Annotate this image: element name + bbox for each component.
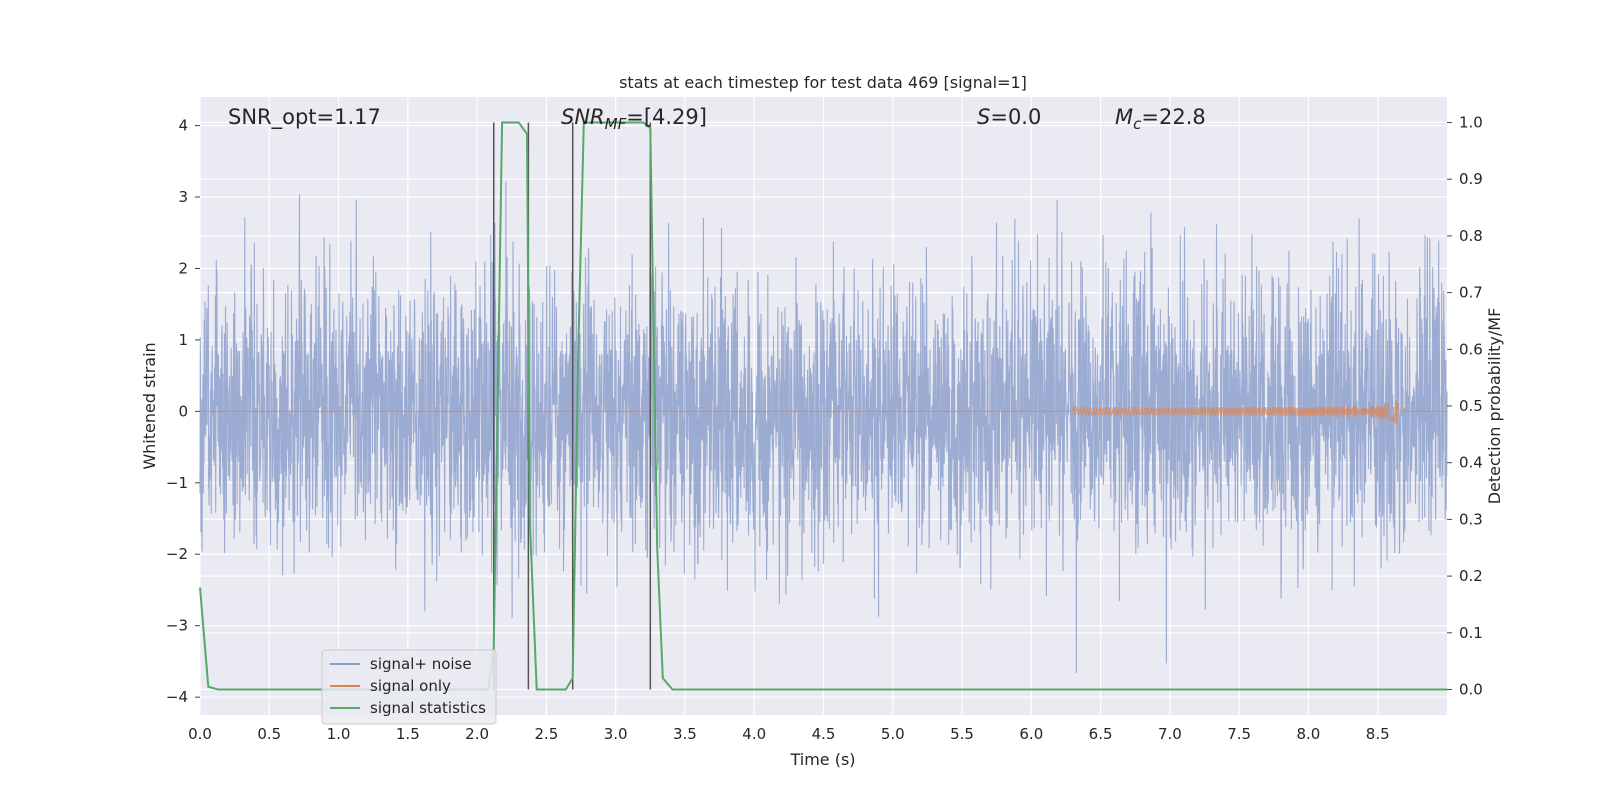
annotation-snr-mf-value: =[4.29] bbox=[626, 105, 707, 129]
x-tick-label-10: 5.0 bbox=[881, 725, 905, 743]
y-right-tick-label-9: 0.1 bbox=[1459, 624, 1483, 642]
annotation-s-label: S bbox=[977, 105, 990, 129]
annotation-mc-value: =22.8 bbox=[1141, 105, 1205, 129]
y-right-tick-label-10: 0.0 bbox=[1459, 680, 1483, 698]
y-axis-label-left: Whitened strain bbox=[140, 342, 159, 469]
x-tick-label-11: 5.5 bbox=[950, 725, 974, 743]
y-right-tick-label-2: 0.8 bbox=[1459, 227, 1483, 245]
x-tick-label-16: 8.0 bbox=[1297, 725, 1321, 743]
y-left-tick-label-2: 2 bbox=[178, 259, 188, 277]
y-right-tick-label-8: 0.2 bbox=[1459, 567, 1483, 585]
signal-series bbox=[200, 400, 1447, 425]
y-left-tick-label-0: 4 bbox=[178, 117, 188, 135]
chart-title: stats at each timestep for test data 469… bbox=[619, 73, 1027, 92]
annotation-snr-mf-sub: MF bbox=[605, 115, 627, 133]
series-signal-noise bbox=[199, 181, 1448, 674]
x-tick-label-13: 6.5 bbox=[1089, 725, 1113, 743]
x-tick-label-6: 3.0 bbox=[604, 725, 628, 743]
legend-label-noise: signal+ noise bbox=[370, 655, 472, 673]
y-right-tick-label-3: 0.7 bbox=[1459, 284, 1483, 302]
x-tick-label-0: 0.0 bbox=[188, 725, 212, 743]
x-tick-label-17: 8.5 bbox=[1366, 725, 1390, 743]
x-tick-label-12: 6.0 bbox=[1019, 725, 1043, 743]
annotation-mc-label: M bbox=[1115, 105, 1133, 129]
x-axis-label: Time (s) bbox=[789, 750, 855, 769]
y-left-tick-label-3: 1 bbox=[178, 331, 188, 349]
legend-label-stats: signal statistics bbox=[370, 699, 486, 717]
x-tick-label-5: 2.5 bbox=[534, 725, 558, 743]
x-tick-label-4: 2.0 bbox=[465, 725, 489, 743]
y-left-tick-label-7: −3 bbox=[166, 617, 188, 635]
x-tick-label-3: 1.5 bbox=[396, 725, 420, 743]
x-tick-label-14: 7.0 bbox=[1158, 725, 1182, 743]
y-left-tick-label-4: 0 bbox=[178, 402, 188, 420]
y-axis-label-right: Detection probability/MF bbox=[1485, 308, 1504, 505]
annotation-snr-opt: SNR_opt=1.17 bbox=[228, 105, 381, 130]
annotation-mc: Mc=22.8 bbox=[1115, 105, 1206, 133]
annotation-s: S=0.0 bbox=[977, 105, 1041, 129]
x-tick-label-2: 1.0 bbox=[327, 725, 351, 743]
x-tick-label-7: 3.5 bbox=[673, 725, 697, 743]
legend: signal+ noise signal only signal statist… bbox=[321, 649, 497, 725]
x-tick-label-1: 0.5 bbox=[257, 725, 281, 743]
y-right-tick-label-0: 1.0 bbox=[1459, 114, 1483, 132]
annotation-mc-sub: c bbox=[1133, 115, 1142, 133]
annotation-snr-mf-label: SNR bbox=[561, 105, 605, 129]
y-right-tick-label-1: 0.9 bbox=[1459, 170, 1483, 188]
annotation-s-value: =0.0 bbox=[990, 105, 1041, 129]
legend-box bbox=[321, 649, 497, 725]
legend-label-signal: signal only bbox=[370, 677, 451, 695]
x-tick-label-8: 4.0 bbox=[742, 725, 766, 743]
x-tick-label-15: 7.5 bbox=[1227, 725, 1251, 743]
y-left-tick-label-1: 3 bbox=[178, 188, 188, 206]
series-signal-only bbox=[200, 400, 1447, 425]
annotation-snr-mf: SNRMF=[4.29] bbox=[561, 105, 707, 133]
y-right-tick-label-6: 0.4 bbox=[1459, 454, 1483, 472]
x-tick-label-9: 4.5 bbox=[812, 725, 836, 743]
y-right-tick-label-4: 0.6 bbox=[1459, 340, 1483, 358]
y-right-tick-label-7: 0.3 bbox=[1459, 510, 1483, 528]
y-left-tick-label-5: −1 bbox=[166, 474, 188, 492]
noise-series bbox=[199, 181, 1448, 674]
y-left-tick-label-8: −4 bbox=[166, 688, 188, 706]
y-right-tick-label-5: 0.5 bbox=[1459, 397, 1483, 415]
y-left-tick-label-6: −2 bbox=[166, 545, 188, 563]
ticks: 0.0 0.5 1.0 1.5 2.0 2.5 3.0 3.5 4.0 4.5 5.0 5.5 6.0 6… bbox=[166, 114, 1483, 743]
